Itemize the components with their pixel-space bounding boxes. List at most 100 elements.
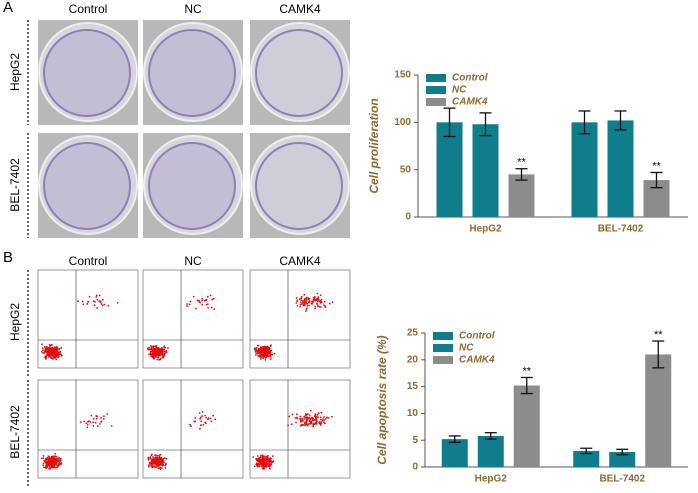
cell-dot	[44, 349, 47, 352]
cell-dot	[261, 347, 264, 350]
cell-dot	[157, 356, 160, 359]
cell-dot	[273, 352, 276, 355]
cell-dot	[323, 304, 325, 307]
error-bar	[578, 110, 591, 135]
cell-dot	[205, 303, 208, 306]
cell-dot	[202, 423, 205, 426]
cell-dot	[322, 421, 325, 424]
y-tick-label: 150	[394, 70, 411, 81]
cell-dot	[317, 412, 320, 415]
cell-dot	[165, 462, 167, 465]
cell-dot	[98, 300, 101, 303]
cell-dot	[42, 351, 45, 354]
cell-dot	[322, 418, 324, 420]
cell-dot	[48, 467, 50, 470]
y-tick-label: 0	[412, 462, 418, 473]
cell-dot	[193, 420, 196, 423]
cell-dot	[155, 352, 157, 354]
cell-dot	[210, 420, 213, 423]
cell-dot	[50, 356, 53, 359]
cell-dot	[54, 452, 57, 455]
y-tick-label: 5	[412, 435, 418, 446]
cell-dot	[317, 296, 320, 298]
cell-dot	[82, 303, 85, 306]
cell-dot	[314, 305, 317, 308]
cell-dot	[262, 466, 264, 469]
cell-dot	[319, 424, 322, 426]
cell-dot	[46, 348, 48, 351]
cell-dot	[55, 346, 57, 349]
cell-dot	[266, 348, 269, 351]
cell-dot	[60, 347, 63, 349]
cell-dot	[158, 463, 160, 466]
cell-dot	[163, 457, 166, 460]
cell-dot	[267, 457, 270, 460]
cell-dot	[151, 466, 154, 469]
legend-label: NC	[459, 343, 474, 354]
legend-label: CAMK4	[459, 355, 495, 366]
cell-dot	[154, 345, 156, 348]
cell-dot	[321, 419, 324, 422]
cell-dot	[205, 416, 208, 419]
cell-dot	[327, 417, 330, 419]
cell-dot	[320, 420, 323, 423]
cell-dot	[48, 463, 51, 466]
cell-dot	[255, 351, 257, 354]
cell-dot	[159, 358, 162, 361]
plate-cells	[255, 142, 343, 230]
cell-dot	[44, 460, 47, 463]
cell-dot	[156, 457, 159, 460]
cell-dot	[266, 459, 269, 462]
cell-dot	[303, 303, 306, 306]
cell-dot	[103, 303, 106, 306]
cell-dot	[48, 353, 51, 356]
legend-swatch	[433, 344, 453, 352]
cell-dot	[147, 456, 150, 459]
cell-dot	[302, 420, 304, 423]
cell-dot	[162, 459, 165, 461]
cell-dot	[53, 466, 56, 468]
cell-dot	[153, 462, 156, 465]
cell-dot	[50, 347, 53, 350]
cell-dot	[147, 459, 150, 461]
cell-dot	[262, 463, 265, 466]
cell-dot	[195, 307, 197, 310]
cell-dot	[257, 355, 259, 357]
cell-dot	[260, 454, 262, 457]
cell-dot	[110, 424, 113, 427]
cell-dot	[41, 343, 43, 346]
column-label: Control	[69, 2, 108, 16]
cell-dot	[150, 350, 153, 353]
bar	[571, 122, 598, 217]
bar	[645, 354, 672, 467]
y-tick-label: 100	[394, 117, 411, 128]
cell-dot	[295, 297, 298, 299]
error-bar	[484, 432, 497, 440]
cell-dot	[266, 351, 269, 354]
error-bar	[650, 171, 663, 189]
cell-dot	[155, 344, 158, 347]
cell-dot	[198, 427, 201, 430]
cell-dot	[42, 457, 45, 460]
cell-dot	[206, 295, 209, 298]
plate-cells	[43, 29, 131, 117]
cell-dot	[50, 351, 53, 354]
cell-dot	[299, 303, 302, 306]
legend-swatch	[426, 86, 446, 94]
cell-dot	[265, 456, 268, 459]
cell-dot	[316, 303, 319, 306]
cell-dot	[155, 454, 158, 457]
cell-dot	[190, 425, 192, 428]
cell-dot	[50, 349, 53, 352]
cell-dot	[150, 355, 152, 358]
cell-dot	[40, 457, 43, 460]
plate-cells	[255, 29, 343, 117]
cell-dot	[319, 294, 322, 297]
cell-dot	[201, 411, 204, 413]
cell-dot	[163, 352, 166, 355]
cell-dot	[158, 458, 161, 461]
cell-dot	[299, 418, 301, 420]
cell-dot	[154, 456, 157, 459]
cell-dot	[265, 464, 267, 467]
cell-dot	[151, 456, 154, 458]
